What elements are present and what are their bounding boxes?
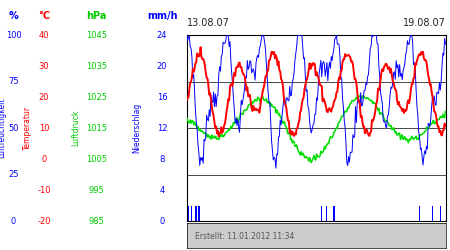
- Text: 10: 10: [39, 124, 50, 132]
- Text: 100: 100: [5, 30, 22, 40]
- Text: -10: -10: [37, 186, 51, 195]
- Bar: [188, 206, 189, 221]
- Text: 20: 20: [157, 62, 167, 70]
- Text: 75: 75: [8, 77, 19, 86]
- Text: Luftfeuchtigkeit: Luftfeuchtigkeit: [0, 98, 6, 158]
- Text: 20: 20: [39, 92, 50, 102]
- Text: 1035: 1035: [86, 62, 107, 70]
- Text: 16: 16: [157, 92, 167, 102]
- Text: 13.08.07: 13.08.07: [187, 18, 230, 28]
- Text: hPa: hPa: [86, 11, 107, 21]
- Bar: [191, 206, 192, 221]
- Text: Luftdruck: Luftdruck: [71, 110, 80, 146]
- Text: 1015: 1015: [86, 124, 107, 132]
- Text: 50: 50: [8, 124, 19, 132]
- Text: 40: 40: [39, 30, 50, 40]
- Text: 12: 12: [157, 124, 167, 132]
- Bar: [195, 206, 197, 221]
- Text: Niederschlag: Niederschlag: [133, 103, 142, 153]
- Text: Erstellt: 11.01.2012 11:34: Erstellt: 11.01.2012 11:34: [194, 232, 294, 241]
- Text: 995: 995: [89, 186, 104, 195]
- Text: 0: 0: [41, 155, 47, 164]
- Text: 19.08.07: 19.08.07: [403, 18, 446, 28]
- Bar: [320, 206, 322, 221]
- Text: 0: 0: [11, 217, 16, 226]
- Text: 985: 985: [89, 217, 105, 226]
- Text: -20: -20: [37, 217, 51, 226]
- Text: 1005: 1005: [86, 155, 107, 164]
- Text: 8: 8: [159, 155, 165, 164]
- Bar: [198, 206, 200, 221]
- Text: 0: 0: [159, 217, 165, 226]
- Text: 25: 25: [8, 170, 19, 179]
- Text: 24: 24: [157, 30, 167, 40]
- Text: 1025: 1025: [86, 92, 107, 102]
- Bar: [440, 206, 441, 221]
- Text: 30: 30: [39, 62, 50, 70]
- Text: °C: °C: [38, 11, 50, 21]
- Text: 1045: 1045: [86, 30, 107, 40]
- Bar: [432, 206, 433, 221]
- Text: Temperatur: Temperatur: [23, 106, 32, 150]
- Text: 4: 4: [159, 186, 165, 195]
- Text: mm/h: mm/h: [147, 11, 177, 21]
- Bar: [326, 206, 327, 221]
- Text: %: %: [9, 11, 18, 21]
- Bar: [419, 206, 420, 221]
- Bar: [333, 206, 335, 221]
